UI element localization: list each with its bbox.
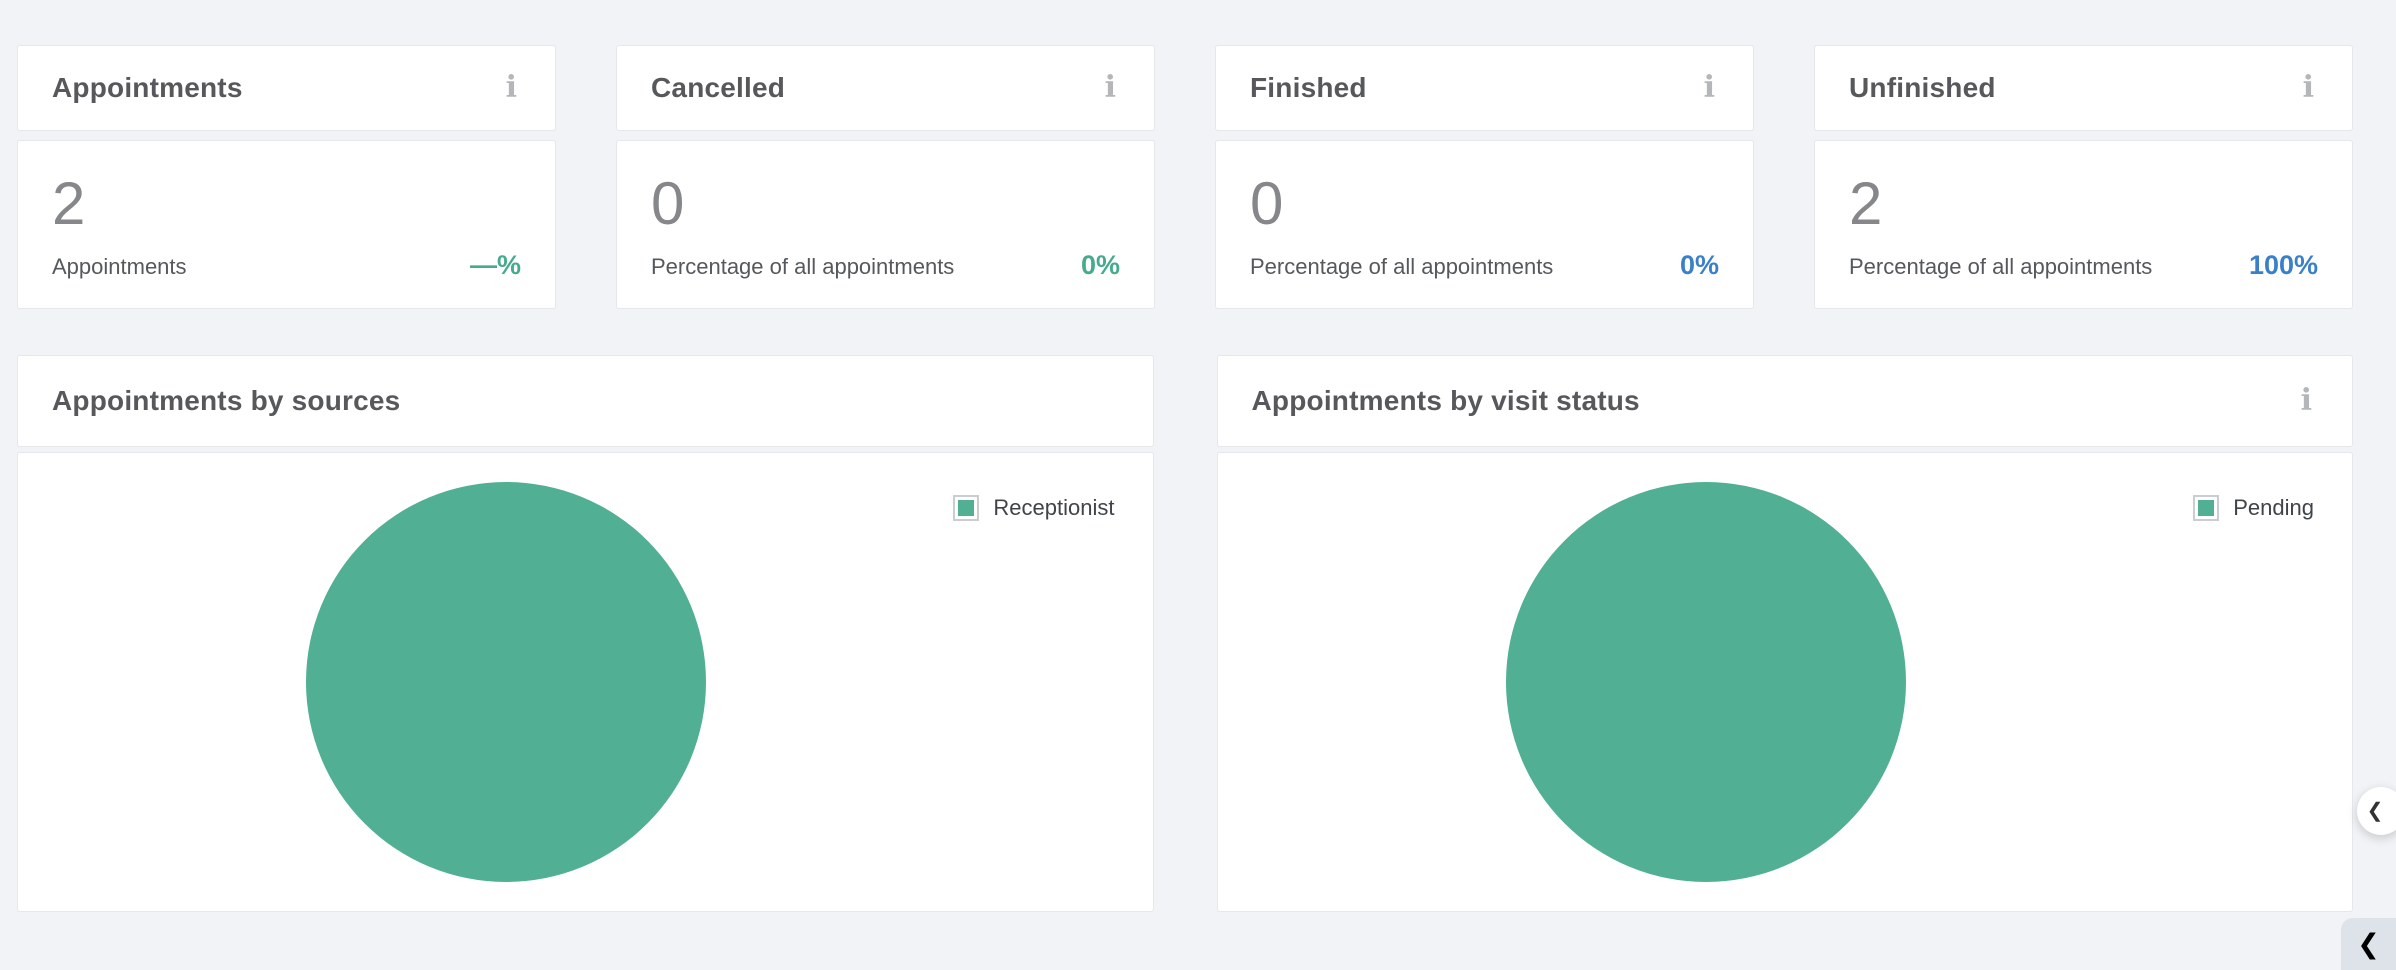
stats-row: Appointments i 2 Appointments —% Cancell… <box>17 45 2353 309</box>
dock-collapse-button[interactable]: ❮ <box>2341 918 2396 970</box>
stat-card-unfinished: Unfinished i 2 Percentage of all appoint… <box>1814 45 2353 309</box>
legend-item-pending[interactable]: Pending <box>2193 495 2314 521</box>
info-icon[interactable]: i <box>505 70 517 105</box>
stat-card-header: Cancelled i <box>616 45 1155 131</box>
legend-swatch-fill <box>2198 500 2215 516</box>
stat-label: Appointments <box>52 254 187 279</box>
legend-swatch-fill <box>958 500 975 516</box>
stat-percent: 100% <box>2248 250 2318 280</box>
chevron-left-icon: ❮ <box>2357 928 2380 959</box>
stat-card-header: Finished i <box>1215 45 1754 131</box>
info-icon[interactable]: i <box>1104 70 1116 105</box>
chart-area: Pending <box>1216 452 2353 912</box>
stat-card-title: Appointments <box>52 72 243 103</box>
stat-percent: 0% <box>1679 250 1719 280</box>
chart-panel-visit-status: Appointments by visit status i Pending <box>1216 355 2353 912</box>
stat-card-header: Unfinished i <box>1814 45 2353 131</box>
stat-label: Percentage of all appointments <box>651 254 955 279</box>
collapse-panel-button[interactable]: ❮ <box>2357 787 2396 835</box>
stat-foot: Appointments —% <box>52 250 521 281</box>
stat-card-finished: Finished i 0 Percentage of all appointme… <box>1215 45 1754 309</box>
stat-card-body: 0 Percentage of all appointments 0% <box>1215 140 1754 309</box>
stat-card-cancelled: Cancelled i 0 Percentage of all appointm… <box>616 45 1155 309</box>
chevron-left-icon: ❮ <box>2366 800 2384 822</box>
stat-card-title: Cancelled <box>651 72 786 103</box>
stat-percent: 0% <box>1080 250 1120 280</box>
stat-card-body: 2 Appointments —% <box>17 140 556 309</box>
chart-area: Receptionist <box>17 452 1154 912</box>
stat-value: 0 <box>1250 170 1284 237</box>
pie-chart-sources[interactable] <box>306 482 706 882</box>
stat-card-title: Finished <box>1250 72 1367 103</box>
chart-panel-title: Appointments by sources <box>52 385 401 416</box>
stat-label: Percentage of all appointments <box>1849 254 2153 279</box>
legend-label: Receptionist <box>993 495 1115 520</box>
info-icon[interactable]: i <box>2302 70 2314 105</box>
chart-panel-header: Appointments by sources <box>17 355 1154 447</box>
legend-item-receptionist[interactable]: Receptionist <box>953 495 1115 521</box>
stat-value: 2 <box>1849 170 1883 237</box>
stat-foot: Percentage of all appointments 0% <box>1250 250 1719 281</box>
legend-swatch <box>953 495 980 521</box>
chart-panel-title: Appointments by visit status <box>1251 385 1640 416</box>
stat-value: 0 <box>651 170 685 237</box>
charts-row: Appointments by sources Receptionist App… <box>17 355 2353 912</box>
stat-card-body: 0 Percentage of all appointments 0% <box>616 140 1155 309</box>
stat-card-title: Unfinished <box>1849 72 1996 103</box>
legend-swatch <box>2193 495 2220 521</box>
stat-foot: Percentage of all appointments 0% <box>651 250 1120 281</box>
chart-panel-header: Appointments by visit status i <box>1216 355 2353 447</box>
stat-foot: Percentage of all appointments 100% <box>1849 250 2318 281</box>
pie-chart-visit-status[interactable] <box>1505 482 1906 882</box>
stat-percent: —% <box>469 250 521 280</box>
stat-card-appointments: Appointments i 2 Appointments —% <box>17 45 556 309</box>
stat-value: 2 <box>52 170 86 237</box>
info-icon[interactable]: i <box>1703 70 1715 105</box>
chart-panel-sources: Appointments by sources Receptionist <box>17 355 1154 912</box>
stat-label: Percentage of all appointments <box>1250 254 1554 279</box>
stat-card-body: 2 Percentage of all appointments 100% <box>1814 140 2353 309</box>
info-icon[interactable]: i <box>2300 383 2312 418</box>
stat-card-header: Appointments i <box>17 45 556 131</box>
legend-label: Pending <box>2233 495 2314 520</box>
